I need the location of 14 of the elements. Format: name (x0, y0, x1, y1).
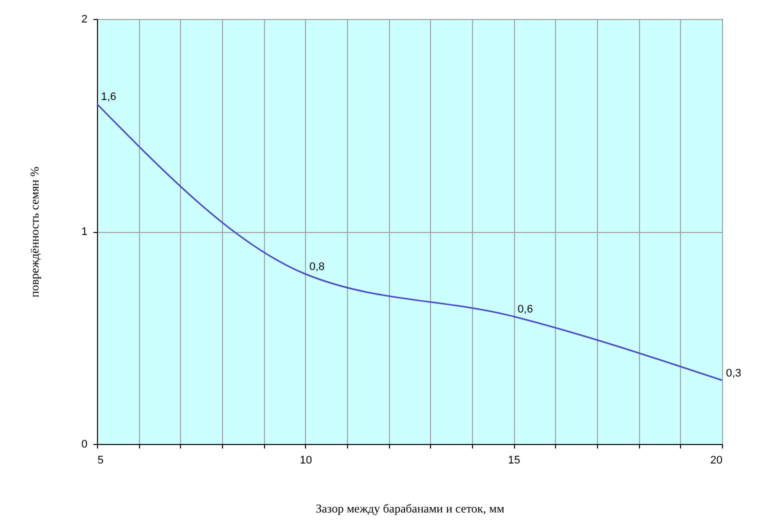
y-tick-label: 2 (81, 14, 88, 26)
x-tick-label: 20 (710, 454, 722, 466)
data-label: 0,8 (309, 261, 325, 273)
data-label: 1,6 (101, 91, 116, 103)
line-series (96, 103, 723, 381)
x-tick-label: 15 (508, 454, 520, 466)
y-tick-label: 1 (81, 226, 88, 238)
data-label: 0,3 (726, 367, 742, 380)
y-tick-label: 0 (81, 438, 88, 450)
x-axis-title: Зазор между барабанами и сеток, мм (316, 502, 505, 516)
x-tick-label: 5 (98, 454, 104, 466)
x-tick-label: 10 (300, 454, 312, 466)
y-axis-title: повреждённость семян % (27, 166, 42, 298)
data-label: 0,6 (518, 304, 533, 316)
